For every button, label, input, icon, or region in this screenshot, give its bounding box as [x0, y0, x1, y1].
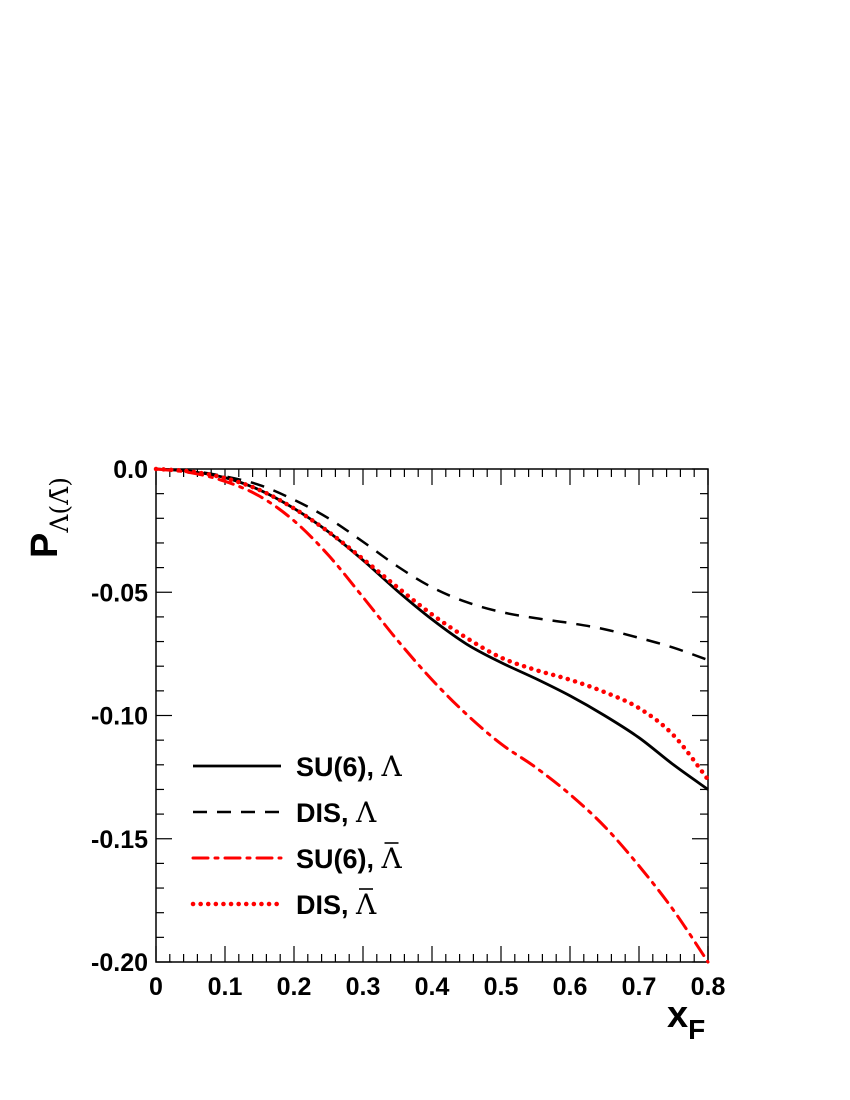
x-tick-label: 0.1 — [208, 973, 243, 1001]
legend-label: SU(6), Λ — [296, 750, 403, 783]
x-tick-label: 0.4 — [415, 973, 450, 1001]
y-tick-label: -0.10 — [91, 703, 148, 731]
x-tick-label: 0.6 — [553, 973, 588, 1001]
svg-text:xF: xF — [667, 994, 705, 1045]
series-line — [155, 467, 709, 791]
x-tick-label: 0.5 — [484, 973, 519, 1001]
y-axis-title-main: P — [24, 533, 66, 558]
series-lines — [153, 466, 711, 964]
tick-labels: 0 0.1 0.2 0.3 0.4 0.5 0.6 0.7 0.8 0.0 -0.05 -0.10 -0… — [91, 456, 725, 1001]
x-axis-title-main: x — [667, 994, 688, 1036]
y-tick-label: -0.05 — [91, 579, 148, 607]
y-tick-label: -0.15 — [91, 826, 148, 854]
x-tick-label: 0.2 — [277, 973, 312, 1001]
y-axis-title-subscript: Λ(Λ̄) — [45, 477, 74, 534]
x-tick-label: 0.7 — [622, 973, 657, 1001]
y-axis-title: PΛ(Λ̄) — [24, 477, 74, 558]
x-tick-label: 0.3 — [346, 973, 381, 1001]
x-axis-title-subscript: F — [688, 1014, 705, 1045]
series-line — [154, 467, 710, 964]
axis-ticks — [155, 468, 709, 963]
svg-text:PΛ(Λ̄): PΛ(Λ̄) — [24, 477, 74, 558]
x-tick-label: 0 — [149, 973, 163, 1001]
x-axis-title: xF — [667, 994, 705, 1045]
legend-label: DIS, Λ — [296, 796, 377, 829]
series-line — [153, 466, 711, 782]
x-tick-label: 0.8 — [691, 973, 726, 1001]
legend: SU(6), Λ DIS, Λ SU(6), Λ DIS, Λ — [190, 750, 403, 921]
legend-label: DIS, Λ — [296, 888, 377, 921]
legend-label: SU(6), Λ — [296, 842, 403, 875]
plot-area — [155, 468, 709, 963]
y-tick-label: -0.20 — [91, 949, 148, 977]
y-tick-label: 0.0 — [113, 456, 148, 484]
